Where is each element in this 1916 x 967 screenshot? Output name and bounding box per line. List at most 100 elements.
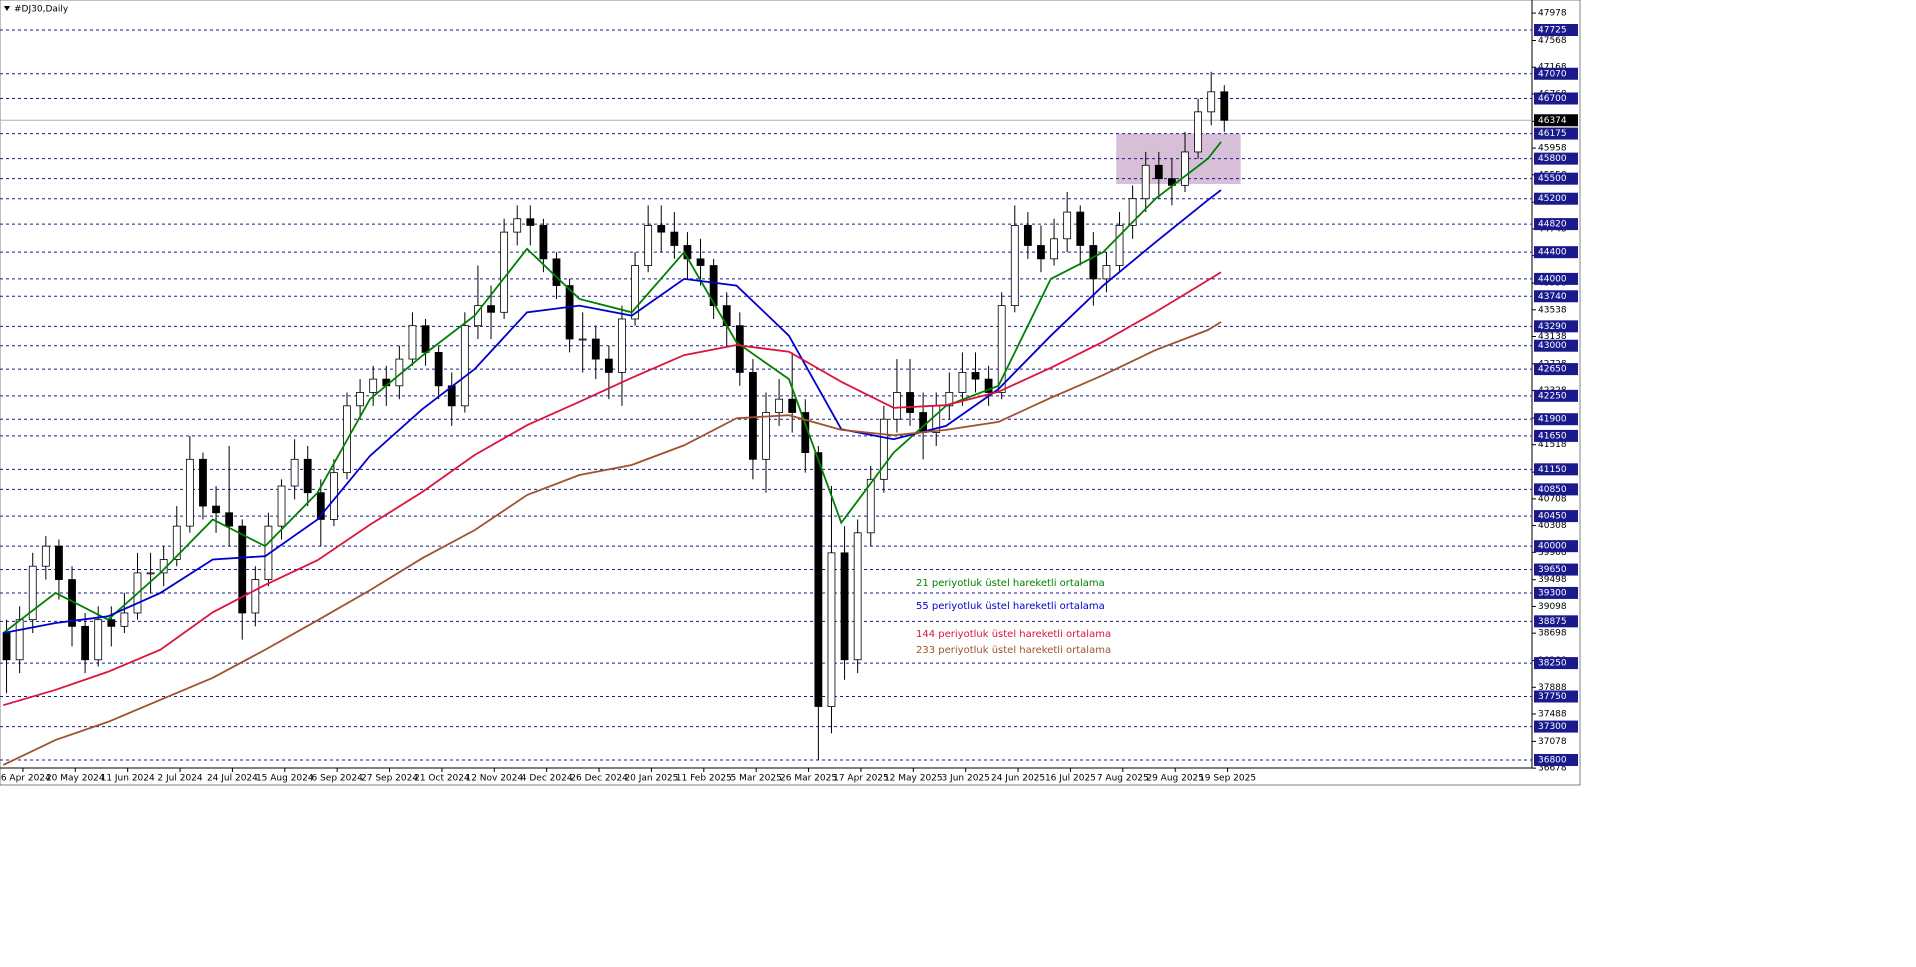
candle-body xyxy=(539,225,548,260)
level-label: 37750 xyxy=(1538,692,1567,702)
level-label-bg xyxy=(1534,563,1578,576)
ema-line xyxy=(3,189,1222,634)
level-label: 45800 xyxy=(1538,154,1567,164)
level-label-bg xyxy=(1534,483,1578,496)
candle-body xyxy=(709,265,718,307)
candle-body xyxy=(199,458,207,507)
candle-body xyxy=(1023,225,1032,246)
candle-body xyxy=(81,625,90,661)
level-label: 42650 xyxy=(1538,365,1567,375)
level-label-bg xyxy=(1534,192,1578,205)
y-tick-label: 36678 xyxy=(1538,764,1567,774)
level-label: 47070 xyxy=(1538,69,1567,79)
candle-body xyxy=(1128,198,1137,226)
level-label-bg xyxy=(1534,320,1578,333)
x-tick-label: 11 Feb 2025 xyxy=(676,774,732,784)
level-label-bg xyxy=(1534,127,1578,140)
level-label: 43740 xyxy=(1538,292,1567,302)
candle-body xyxy=(670,231,679,246)
candle-body xyxy=(591,338,600,360)
y-tick-label: 41518 xyxy=(1538,440,1567,450)
x-tick-label: 26 Apr 2024 xyxy=(0,774,51,784)
level-label: 46175 xyxy=(1538,129,1567,139)
candle-body xyxy=(1194,111,1203,153)
y-tick-label: 39498 xyxy=(1538,575,1567,585)
level-label-bg xyxy=(1534,152,1578,165)
candle-body xyxy=(41,545,50,567)
candle-body xyxy=(1207,91,1216,113)
candle-body xyxy=(107,619,116,627)
candle-body xyxy=(2,632,11,661)
level-label-bg xyxy=(1534,429,1578,442)
chart-title: #DJ30,Daily xyxy=(14,5,69,15)
y-tick-label: 39098 xyxy=(1538,602,1567,612)
level-label: 43290 xyxy=(1538,322,1567,332)
x-tick-label: 29 Aug 2025 xyxy=(1146,774,1204,784)
candle-body xyxy=(369,378,378,393)
candle-body xyxy=(172,525,181,560)
candle-body xyxy=(277,485,286,527)
candle-body xyxy=(971,372,980,380)
level-label: 40850 xyxy=(1538,485,1567,495)
candle-body xyxy=(775,398,783,413)
candle-body xyxy=(408,325,417,360)
level-label-bg xyxy=(1534,413,1578,426)
level-label: 45500 xyxy=(1538,174,1567,184)
level-label-bg xyxy=(1534,339,1578,352)
legend-label: 144 periyotluk üstel hareketli ortalama xyxy=(916,629,1111,640)
y-tick-label: 37888 xyxy=(1538,683,1567,693)
candle-body xyxy=(251,579,260,614)
candle-body xyxy=(1076,211,1085,246)
candle-body xyxy=(827,552,836,707)
level-label: 40000 xyxy=(1538,542,1567,552)
y-tick-label: 47568 xyxy=(1538,36,1567,46)
level-label-bg xyxy=(1534,720,1578,733)
candle-body xyxy=(1181,151,1189,186)
x-tick-label: 24 Jun 2025 xyxy=(991,774,1045,784)
x-tick-label: 11 Jun 2024 xyxy=(101,774,155,784)
level-label-bg xyxy=(1534,92,1578,105)
x-tick-label: 3 Jun 2025 xyxy=(941,774,989,784)
x-tick-label: 12 May 2025 xyxy=(884,774,943,784)
level-label-bg xyxy=(1534,67,1578,80)
candle-body xyxy=(1115,225,1124,266)
ema-line xyxy=(2,321,1222,766)
x-tick-label: 4 Dec 2024 xyxy=(521,774,573,784)
x-tick-label: 17 Apr 2025 xyxy=(833,774,889,784)
candle-body xyxy=(94,619,103,661)
level-label-bg xyxy=(1534,272,1578,285)
candle-body xyxy=(1050,238,1058,260)
candle-body xyxy=(513,218,522,233)
level-label-bg xyxy=(1534,24,1578,37)
candle-body xyxy=(1220,91,1229,121)
x-tick-label: 27 Sep 2024 xyxy=(361,774,418,784)
level-label-bg xyxy=(1534,615,1578,628)
candle-body xyxy=(552,258,561,286)
ema-line xyxy=(3,271,1222,707)
level-label-bg xyxy=(1534,657,1578,670)
candle-body xyxy=(28,565,37,621)
candle-body xyxy=(356,392,364,407)
candle-body xyxy=(303,458,312,494)
candle-body xyxy=(945,392,954,407)
current-price-bg xyxy=(1534,114,1578,127)
candle-body xyxy=(1010,225,1019,307)
candle-body xyxy=(1141,164,1150,200)
level-label-bg xyxy=(1534,363,1578,376)
level-label: 36800 xyxy=(1538,755,1567,765)
level-label: 46700 xyxy=(1538,94,1567,104)
level-label: 40450 xyxy=(1538,512,1567,522)
candle-body xyxy=(696,258,705,266)
level-label-bg xyxy=(1534,463,1578,476)
candle-body xyxy=(618,318,626,373)
y-tick-label: 47168 xyxy=(1538,63,1567,73)
y-tick-label: 40708 xyxy=(1538,494,1567,504)
level-label: 42250 xyxy=(1538,391,1567,401)
x-tick-label: 7 Aug 2025 xyxy=(1097,774,1149,784)
candle-body xyxy=(500,231,509,313)
candle-body xyxy=(238,525,247,614)
candle-body xyxy=(879,418,888,480)
candle-body xyxy=(657,225,666,233)
ema-line xyxy=(2,141,1222,634)
